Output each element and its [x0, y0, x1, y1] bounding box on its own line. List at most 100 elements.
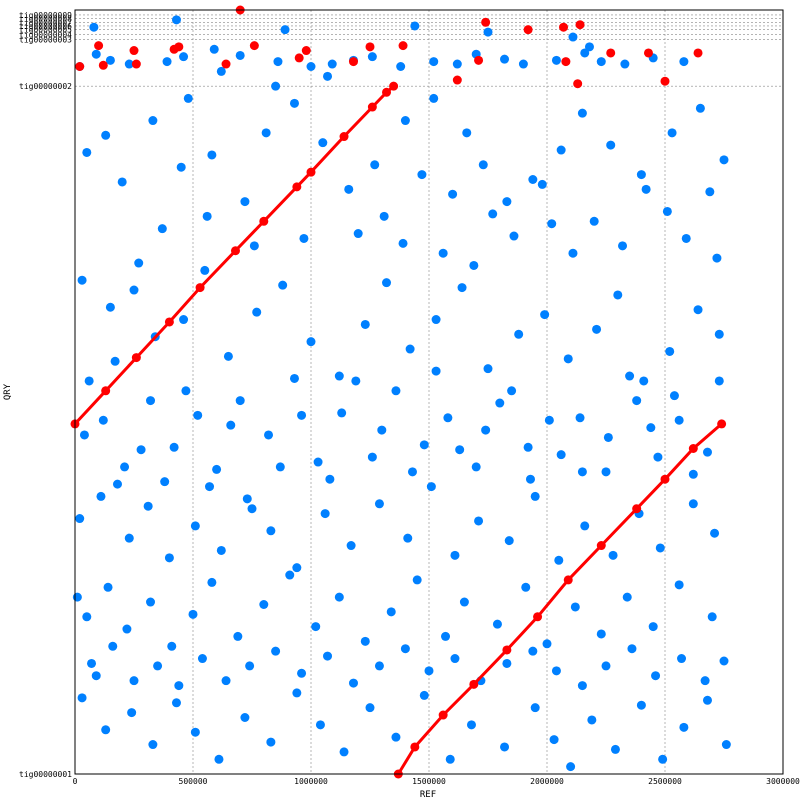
y-tick-label: tig00000008	[19, 15, 72, 24]
alignment-point-reverse	[101, 130, 111, 140]
alignment-point-reverse	[344, 184, 354, 194]
alignment-point-reverse	[577, 467, 587, 477]
y-tick-labels: tig00000001tig00000002tig00000003tig0000…	[19, 11, 72, 779]
alignment-point-forward	[101, 386, 111, 396]
alignment-point-reverse	[537, 179, 547, 189]
alignment-point-reverse	[297, 410, 307, 420]
alignment-point-reverse	[367, 52, 377, 62]
alignment-point-reverse	[500, 742, 510, 752]
alignment-point-reverse	[457, 283, 467, 293]
alignment-point-reverse	[311, 622, 321, 632]
alignment-point-reverse	[500, 54, 510, 64]
alignment-point-forward	[410, 742, 420, 752]
alignment-point-reverse	[98, 415, 108, 425]
alignment-point-forward	[94, 41, 104, 51]
alignment-point-forward	[98, 60, 108, 70]
alignment-point-reverse	[214, 754, 224, 764]
alignment-point-reverse	[108, 641, 118, 651]
alignment-point-reverse	[502, 658, 512, 668]
alignment-point-reverse	[695, 103, 705, 113]
alignment-point-forward	[131, 59, 141, 69]
y-tick-label: tig00000005	[19, 26, 72, 35]
alignment-point-reverse	[667, 128, 677, 138]
alignment-point-reverse	[613, 290, 623, 300]
alignment-point-reverse	[622, 592, 632, 602]
alignment-point-reverse	[226, 420, 236, 430]
y-tick-label: tig00000003	[19, 35, 72, 44]
alignment-point-forward	[561, 57, 571, 67]
alignment-point-reverse	[712, 253, 722, 263]
alignment-point-reverse	[580, 521, 590, 531]
alignment-point-reverse	[72, 592, 82, 602]
alignment-point-reverse	[91, 671, 101, 681]
alignment-point-reverse	[89, 22, 99, 32]
alignment-point-reverse	[450, 550, 460, 560]
alignment-point-reverse	[483, 27, 493, 37]
alignment-point-reverse	[292, 563, 302, 573]
alignment-point-reverse	[171, 15, 181, 25]
alignment-point-forward	[292, 182, 302, 192]
alignment-point-forward	[606, 48, 616, 58]
alignment-point-reverse	[577, 681, 587, 691]
alignment-point-reverse	[351, 376, 361, 386]
alignment-point-reverse	[174, 681, 184, 691]
alignment-point-reverse	[105, 302, 115, 312]
alignment-point-reverse	[374, 499, 384, 509]
alignment-point-reverse	[400, 644, 410, 654]
alignment-point-reverse	[247, 504, 257, 514]
alignment-point-reverse	[601, 467, 611, 477]
alignment-point-reverse	[530, 703, 540, 713]
alignment-point-reverse	[367, 452, 377, 462]
alignment-point-forward	[389, 81, 399, 91]
alignment-point-reverse	[429, 93, 439, 103]
alignment-point-reverse	[589, 216, 599, 226]
alignment-point-reverse	[549, 735, 559, 745]
alignment-point-reverse	[134, 258, 144, 268]
alignment-point-reverse	[289, 98, 299, 108]
alignment-point-reverse	[556, 145, 566, 155]
alignment-point-reverse	[348, 678, 358, 688]
alignment-point-reverse	[275, 462, 285, 472]
alignment-point-reverse	[337, 408, 347, 418]
alignment-point-reverse	[405, 344, 415, 354]
alignment-point-reverse	[445, 754, 455, 764]
x-tick-labels: 0 500000 1000000 1500000 2000000 2500000 30000…	[73, 777, 800, 786]
alignment-point-reverse	[452, 59, 462, 69]
alignment-point-reverse	[157, 224, 167, 234]
alignment-point-reverse	[705, 187, 715, 197]
alignment-point-reverse	[266, 526, 276, 536]
alignment-point-reverse	[164, 553, 174, 563]
alignment-point-forward	[301, 46, 311, 56]
alignment-point-reverse	[370, 160, 380, 170]
alignment-point-reverse	[528, 175, 538, 185]
alignment-point-reverse	[124, 533, 134, 543]
alignment-point-reverse	[431, 315, 441, 325]
alignment-point-reverse	[207, 150, 217, 160]
x-tick-label: 0	[73, 777, 78, 786]
alignment-point-forward	[221, 59, 231, 69]
alignment-point-reverse	[568, 32, 578, 42]
alignment-point-reverse	[179, 52, 189, 62]
alignment-point-reverse	[596, 57, 606, 67]
alignment-point-reverse	[179, 315, 189, 325]
alignment-point-reverse	[77, 693, 87, 703]
alignment-point-reverse	[625, 371, 635, 381]
alignment-point-reverse	[148, 740, 158, 750]
alignment-point-reverse	[587, 715, 597, 725]
y-tick-label: tig00000006	[19, 22, 72, 31]
alignment-point-reverse	[693, 305, 703, 315]
alignment-point-reverse	[674, 580, 684, 590]
alignment-point-reverse	[431, 366, 441, 376]
alignment-point-reverse	[462, 128, 472, 138]
alignment-point-reverse	[620, 59, 630, 69]
alignment-point-reverse	[700, 676, 710, 686]
alignment-point-reverse	[325, 474, 335, 484]
alignment-point-reverse	[205, 482, 215, 492]
alignment-point-forward	[174, 42, 184, 52]
x-tick-label: 1000000	[294, 777, 328, 786]
alignment-point-reverse	[190, 727, 200, 737]
alignment-point-reverse	[101, 725, 111, 735]
alignment-point-reverse	[273, 57, 283, 67]
alignment-point-reverse	[249, 241, 259, 251]
alignment-point-forward	[632, 504, 642, 514]
